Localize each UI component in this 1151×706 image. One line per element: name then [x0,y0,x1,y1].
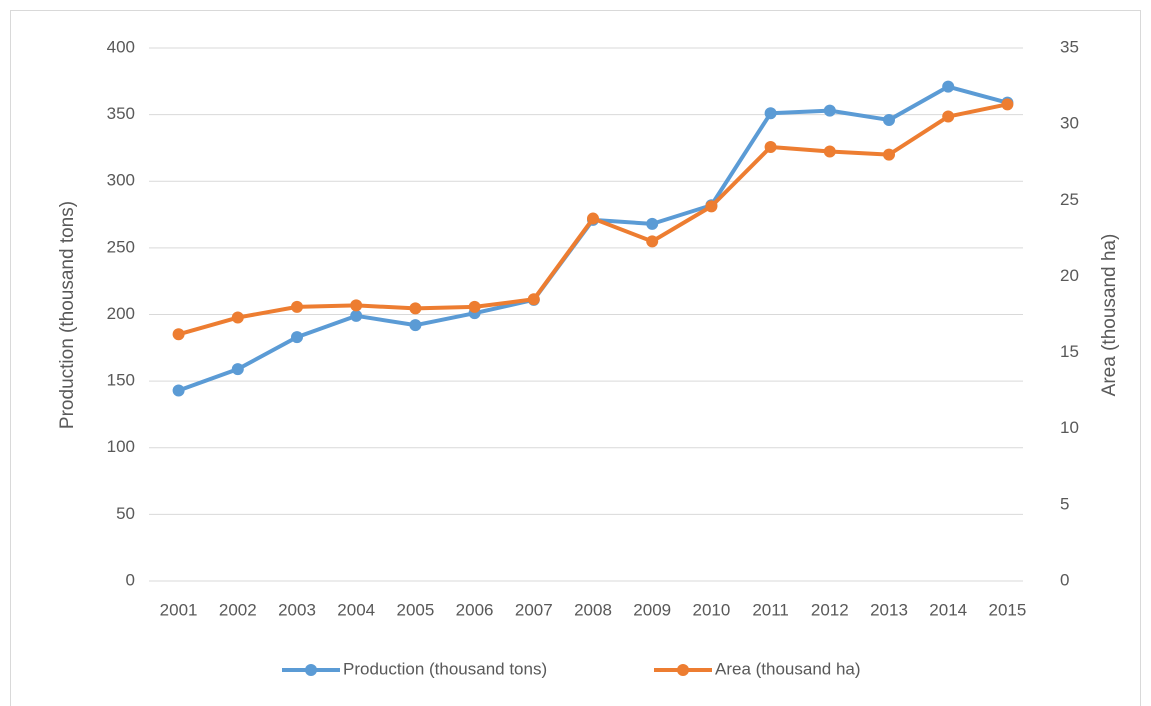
y-tick-label: 350 [107,104,135,123]
x-tick-label: 2014 [929,600,967,619]
data-point [883,113,895,126]
y-tick-label: 300 [107,171,135,190]
y2-tick-label: 35 [1060,37,1079,56]
data-point [764,140,777,153]
x-tick-label: 2002 [219,600,257,619]
data-point [883,148,895,161]
data-point [231,363,244,376]
y2-tick-label: 20 [1060,266,1079,285]
y-tick-label: 200 [107,304,135,323]
data-point [764,107,777,120]
x-tick-label: 2008 [574,600,612,619]
x-tick-label: 2009 [633,600,671,619]
y2-tick-label: 5 [1060,494,1069,513]
legend-label: Production (thousand tons) [343,659,547,678]
x-tick-label: 2012 [811,600,849,619]
y-tick-label: 50 [116,504,135,523]
x-tick-label: 2001 [160,600,198,619]
y-tick-label: 100 [107,437,135,456]
data-point [527,293,540,306]
x-tick-label: 2013 [870,600,908,619]
y-tick-label: 250 [107,237,135,256]
x-tick-label: 2006 [456,600,494,619]
data-point [231,311,244,324]
data-point [350,309,363,322]
data-point [823,145,836,158]
legend-label: Area (thousand ha) [715,659,861,678]
data-point [823,104,836,117]
y-axis-title: Production (thousand tons) [57,201,78,429]
y2-tick-label: 0 [1060,570,1069,589]
data-point [646,217,659,230]
y-tick-label: 400 [107,37,135,56]
data-point [291,300,303,313]
data-point [409,319,422,332]
legend-marker [677,664,689,676]
x-tick-label: 2010 [692,600,730,619]
y2-axis-title: Area (thousand ha) [1099,234,1120,397]
data-point [468,300,481,313]
data-point [172,384,185,397]
y-tick-label: 0 [126,570,135,589]
y-tick-label: 150 [107,371,135,390]
x-tick-label: 2011 [752,600,789,619]
data-point [587,212,599,225]
data-point [646,235,659,248]
data-point [1001,98,1014,111]
x-tick-label: 2015 [988,600,1026,619]
data-point [942,80,955,93]
x-tick-label: 2004 [337,600,375,619]
legend-marker [305,664,317,676]
x-tick-label: 2007 [515,600,553,619]
y2-tick-label: 25 [1060,190,1079,209]
data-point [705,200,718,213]
data-point [942,110,955,123]
data-point [409,302,422,315]
x-tick-label: 2005 [396,600,434,619]
y2-tick-label: 15 [1060,342,1079,361]
data-point [172,328,185,341]
y2-tick-label: 10 [1060,418,1079,437]
y2-tick-label: 30 [1060,114,1079,133]
data-point [350,299,363,312]
data-point [291,331,303,344]
chart-frame [10,10,1141,706]
x-tick-label: 2003 [278,600,316,619]
